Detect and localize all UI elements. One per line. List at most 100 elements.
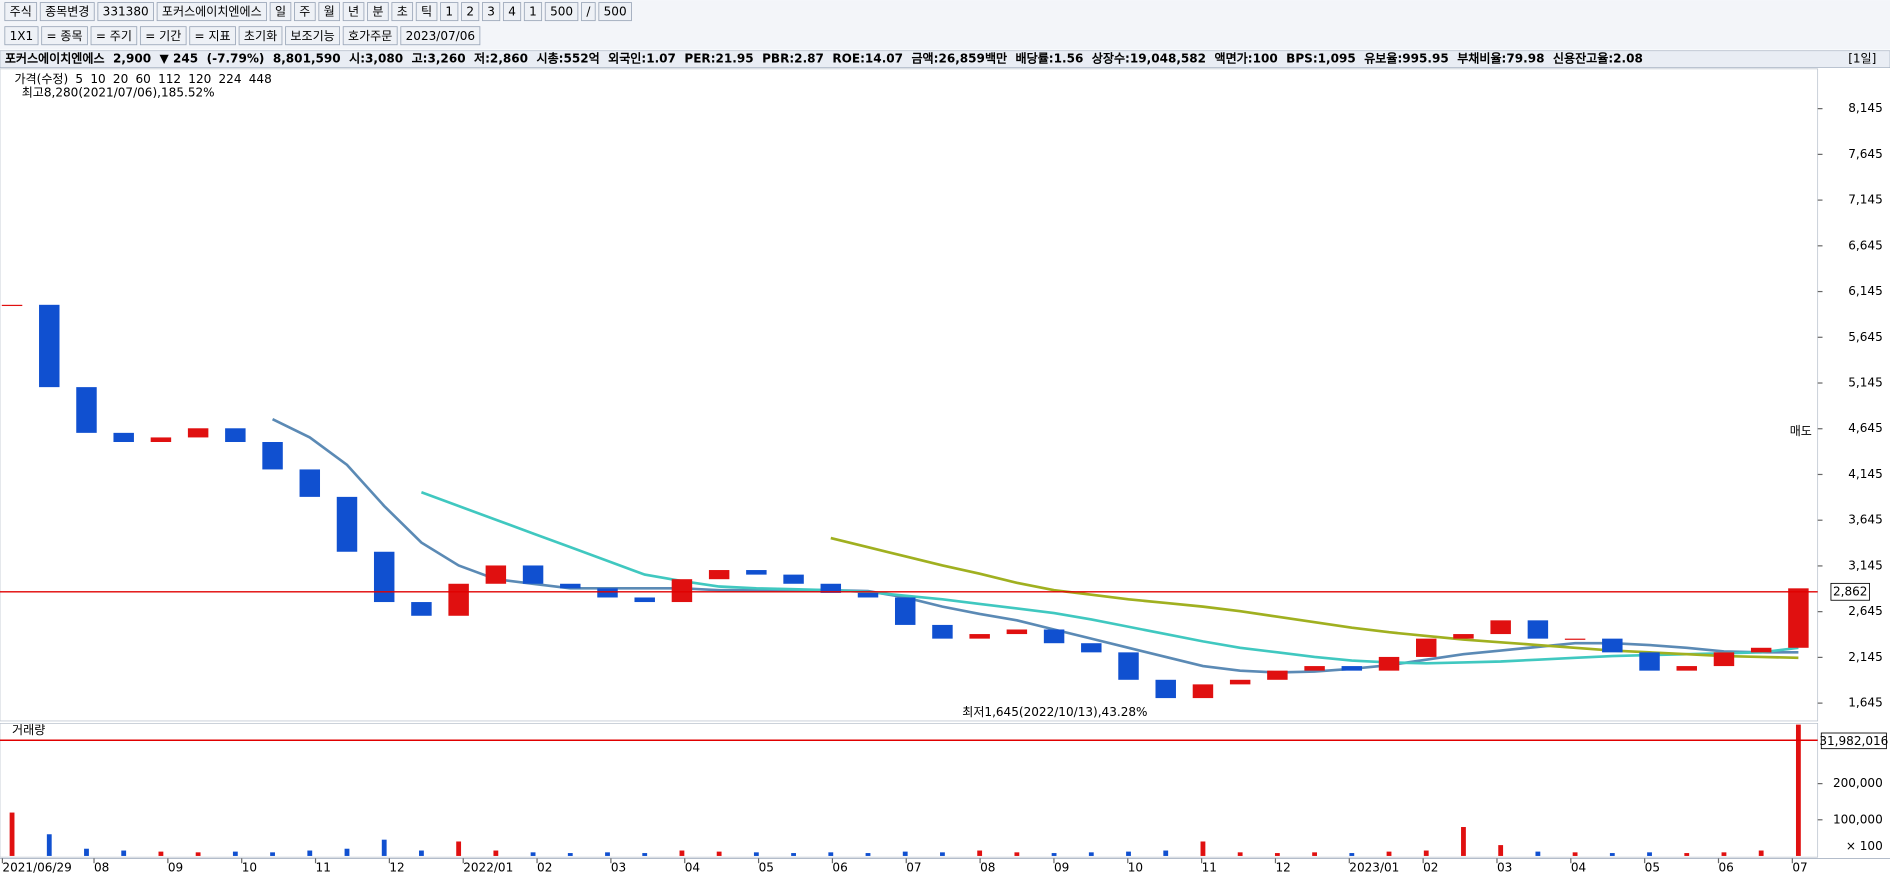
- button-frame: [342, 26, 398, 46]
- candle: [1378, 656, 1400, 671]
- y-tick-label: 4,645: [1848, 421, 1882, 435]
- toolbar-button[interactable]: 1: [440, 2, 459, 22]
- candle: [1229, 679, 1251, 685]
- candle: [932, 624, 953, 639]
- volume-bar: [940, 852, 945, 856]
- volume-unit: × 100: [1846, 839, 1883, 853]
- button-label: 주: [299, 5, 310, 19]
- toolbar-button[interactable]: 일: [269, 2, 292, 22]
- candle: [1490, 620, 1511, 635]
- toolbar-button[interactable]: = 종목: [41, 26, 88, 46]
- volume-last-label: 31,982,016: [1819, 734, 1888, 748]
- toolbar-button[interactable]: 년: [342, 2, 365, 22]
- button-frame: [544, 2, 579, 22]
- toolbar-button[interactable]: 331380: [97, 2, 154, 22]
- button-label: 일: [275, 5, 286, 19]
- toolbar-button[interactable]: 2: [461, 2, 480, 22]
- toolbar-button[interactable]: /: [581, 2, 596, 22]
- button-frame: [502, 2, 522, 22]
- volume-title: 거래량: [12, 723, 45, 737]
- candle: [262, 442, 283, 470]
- toolbar-button[interactable]: = 기간: [139, 26, 187, 46]
- volume-bar: [381, 839, 387, 856]
- candle: [1267, 670, 1288, 680]
- current-price-label: 2,862: [1833, 584, 1868, 598]
- candle: [1006, 629, 1028, 635]
- button-frame: [41, 26, 88, 46]
- toolbar-button[interactable]: 분: [367, 2, 389, 22]
- candle: [634, 597, 655, 603]
- y-tick-label: 5,145: [1848, 376, 1882, 390]
- x-tick-label: 10: [242, 861, 257, 875]
- button-frame: [285, 26, 341, 46]
- volume-bar: [232, 851, 238, 856]
- candle: [1043, 629, 1065, 644]
- button-label: = 지표: [195, 29, 231, 43]
- toolbar-button[interactable]: 4: [502, 2, 522, 22]
- toolbar-button[interactable]: 종목변경: [39, 2, 95, 22]
- toolbar-button[interactable]: 월: [318, 2, 340, 22]
- volume-bar: [716, 851, 722, 856]
- x-tick-label: 09: [168, 861, 183, 875]
- toolbar-button[interactable]: 주식: [4, 2, 38, 22]
- toolbar-button[interactable]: 포커스에이치엔에스: [156, 2, 267, 22]
- button-label: 500: [604, 5, 627, 19]
- toolbar-button[interactable]: 3: [482, 2, 501, 22]
- volume-bar: [493, 850, 499, 856]
- volume-bar: [344, 848, 350, 856]
- toolbar-button[interactable]: 초: [391, 2, 414, 22]
- toolbar-button[interactable]: 2023/07/06: [400, 26, 481, 46]
- volume-bar: [121, 850, 127, 856]
- toolbar-button[interactable]: 500: [544, 2, 579, 22]
- volume-bar: [1535, 851, 1541, 856]
- y-tick-label: 5,645: [1848, 330, 1882, 344]
- button-label: 주식: [10, 5, 32, 19]
- x-tick-label: 03: [611, 861, 626, 875]
- volume-bar: [1461, 827, 1466, 856]
- toolbar-button[interactable]: = 주기: [90, 26, 138, 46]
- toolbar-button[interactable]: 1X1: [4, 26, 39, 46]
- volume-bar: [828, 852, 834, 856]
- x-tick-label: 11: [1202, 861, 1217, 875]
- toolbar-button[interactable]: 초기화: [238, 26, 283, 46]
- info-item: 상장수:19,048,582: [1092, 51, 1206, 66]
- toolbar-button[interactable]: 500: [598, 2, 632, 22]
- toolbar-button[interactable]: 호가주문: [342, 26, 398, 46]
- x-tick-label: 06: [1719, 861, 1734, 875]
- volume-bar: [456, 841, 462, 856]
- period-label: [1일]: [1848, 52, 1876, 66]
- volume-bar: [307, 850, 313, 856]
- price-lines: [1, 304, 1809, 699]
- volume-bar: [1200, 841, 1206, 856]
- toolbar-button[interactable]: = 지표: [189, 26, 236, 46]
- button-frame: [391, 2, 414, 22]
- toolbar-button[interactable]: 보조기능: [285, 26, 341, 46]
- button-label: 3: [487, 5, 495, 19]
- volume-bar: [1647, 852, 1652, 856]
- y-tick-label: 3,645: [1848, 513, 1882, 527]
- x-tick-label: 06: [832, 861, 847, 875]
- legend-item: 60: [135, 72, 150, 86]
- button-label: 4: [508, 5, 516, 19]
- volume-tick-label: 100,000: [1833, 812, 1883, 826]
- x-tick-label: 2022/01: [463, 861, 513, 875]
- moving-average: [420, 491, 1799, 665]
- button-frame: [400, 26, 481, 46]
- candle: [1527, 620, 1549, 639]
- candle: [522, 565, 544, 584]
- candle: [1564, 638, 1586, 640]
- toolbar-button[interactable]: 틱: [415, 2, 438, 22]
- volume-bar: [1423, 850, 1429, 856]
- volume-bar: [1237, 852, 1243, 856]
- volume-bar: [1014, 852, 1020, 856]
- candle: [1788, 588, 1809, 648]
- volume-bar: [9, 812, 15, 856]
- toolbar-button[interactable]: 1: [523, 2, 543, 22]
- candle: [411, 602, 432, 616]
- volume-bar: [1349, 853, 1355, 856]
- legend-item: 가격(수정): [14, 72, 68, 86]
- volume-bar: [1312, 852, 1318, 856]
- toolbar-button[interactable]: 주: [294, 2, 316, 22]
- candle: [1081, 643, 1102, 653]
